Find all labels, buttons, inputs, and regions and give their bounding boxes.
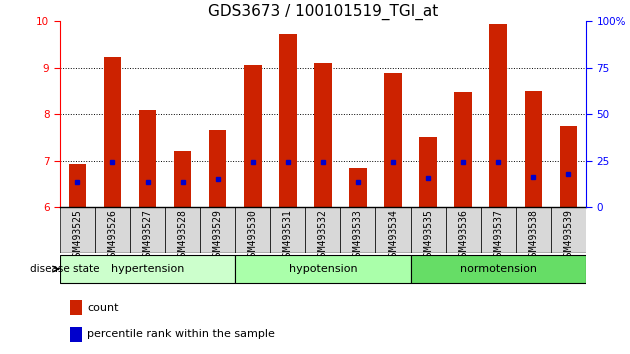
Text: count: count [87,303,118,313]
Bar [60,255,235,283]
Bar [411,207,445,253]
Bar [454,92,472,207]
Text: GSM493527: GSM493527 [142,210,152,262]
Bar [384,73,402,207]
Text: disease state: disease state [30,264,100,274]
Text: GSM493529: GSM493529 [213,210,222,262]
Text: GSM493535: GSM493535 [423,210,433,262]
Bar [95,207,130,253]
Bar [270,207,306,253]
Bar [165,207,200,253]
Bar [130,207,165,253]
Bar [60,207,95,253]
Text: GSM493528: GSM493528 [178,210,188,262]
Bar [244,65,261,207]
Text: GSM493539: GSM493539 [563,210,573,262]
Bar [104,57,121,207]
Text: hypertension: hypertension [111,264,184,274]
Bar [71,327,82,342]
Text: percentile rank within the sample: percentile rank within the sample [87,329,275,339]
Bar [349,167,367,207]
Bar [314,63,331,207]
Text: normotension: normotension [460,264,537,274]
Bar [481,207,516,253]
Bar [516,207,551,253]
Bar [525,91,542,207]
Bar [71,300,82,315]
Bar [411,255,586,283]
Text: GSM493530: GSM493530 [248,210,258,262]
Text: GSM493533: GSM493533 [353,210,363,262]
Title: GDS3673 / 100101519_TGI_at: GDS3673 / 100101519_TGI_at [208,4,438,20]
Text: GSM493537: GSM493537 [493,210,503,262]
Bar [209,130,226,207]
Text: GSM493536: GSM493536 [458,210,468,262]
Bar [420,137,437,207]
Bar [445,207,481,253]
Bar [559,126,577,207]
Text: GSM493532: GSM493532 [318,210,328,262]
Text: GSM493538: GSM493538 [529,210,538,262]
Bar [375,207,411,253]
Bar [306,207,340,253]
Bar [490,24,507,207]
Bar [174,152,192,207]
Text: GSM493531: GSM493531 [283,210,293,262]
Text: hypotension: hypotension [289,264,357,274]
Bar [340,207,375,253]
Bar [279,34,297,207]
Bar [235,255,411,283]
Text: GSM493534: GSM493534 [388,210,398,262]
Text: GSM493525: GSM493525 [72,210,83,262]
Bar [69,164,86,207]
Bar [235,207,270,253]
Bar [200,207,235,253]
Bar [139,109,156,207]
Text: GSM493526: GSM493526 [108,210,117,262]
Bar [551,207,586,253]
